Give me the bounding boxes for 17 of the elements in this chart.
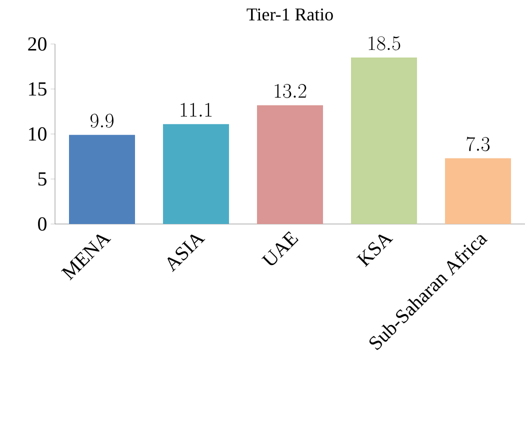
data-label: 11 . 1 — [180, 102, 212, 117]
y-tick-label: 5 — [38, 172, 46, 186]
bar — [163, 124, 230, 224]
y-tick-label: 20 — [28, 37, 46, 51]
y-tick-label: 15 — [29, 82, 46, 96]
chart-title: Tier-1 Ratio — [246, 8, 333, 20]
data-label: 18.5 — [368, 36, 400, 50]
data-label: 7.3 — [466, 136, 490, 152]
data-label: 9.9 — [90, 114, 114, 128]
x-tick-label: KSA — [356, 234, 394, 268]
bar — [351, 58, 418, 224]
bar — [445, 158, 512, 224]
data-label: 13.2 — [274, 84, 306, 98]
bar — [257, 105, 324, 224]
y-tick-label: 0 — [38, 217, 46, 231]
y-tick-label: 10 — [29, 127, 46, 141]
bar — [69, 134, 136, 224]
